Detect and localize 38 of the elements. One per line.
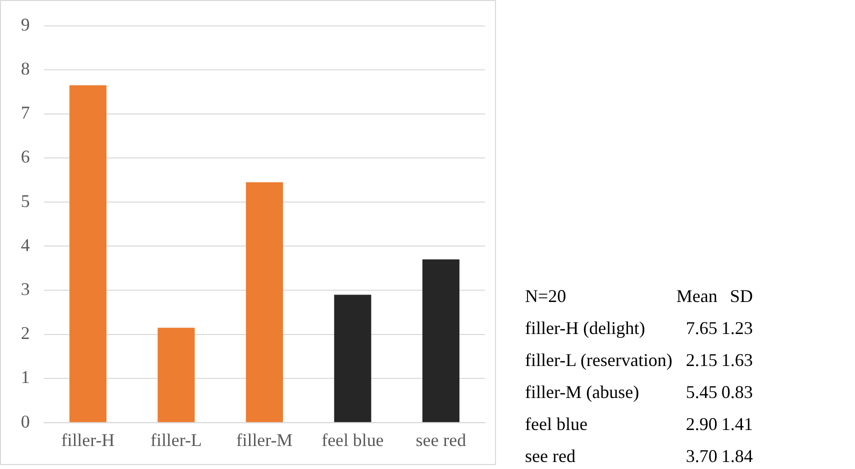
text: 2.15 [684, 348, 718, 372]
text: feel blue [525, 412, 588, 436]
y-tick-label: 5 [20, 190, 30, 211]
y-tick-label: 6 [20, 146, 30, 167]
text: see red [525, 444, 576, 468]
x-tick-label: feel blue [322, 430, 384, 450]
text: 2.90 [684, 412, 718, 436]
text: 1.41 [721, 412, 754, 436]
text: filler-M (abuse) [525, 380, 640, 404]
text: 1.63 [721, 348, 754, 372]
text: N=20 [525, 284, 568, 308]
y-tick-label: 3 [20, 279, 30, 299]
y-tick-label: 8 [20, 58, 30, 79]
text: 1.84 [721, 444, 754, 468]
text: Mean [676, 284, 718, 308]
y-tick-label: 7 [20, 102, 30, 123]
x-tick-label: see red [416, 430, 466, 450]
text: 7.65 [684, 316, 718, 340]
bar [334, 294, 372, 422]
text: SD [728, 284, 754, 308]
bar [422, 259, 460, 422]
bar [158, 328, 195, 422]
x-tick-label: filler-M [236, 430, 293, 450]
x-tick-label: filler-H [61, 430, 115, 450]
text: 0.83 [721, 380, 754, 404]
y-tick-label: 0 [20, 411, 30, 432]
text: filler-H (delight) [525, 316, 646, 340]
bar [246, 182, 283, 422]
text: 3.70 [684, 444, 718, 468]
text: filler-L (reservation) [525, 348, 674, 372]
text: 1.23 [721, 316, 754, 340]
y-tick-label: 9 [20, 14, 30, 34]
bar [69, 85, 106, 422]
y-tick-label: 4 [20, 234, 30, 255]
text: 5.45 [684, 380, 718, 404]
y-tick-label: 1 [20, 367, 30, 388]
x-tick-label: filler-L [150, 430, 202, 450]
y-tick-label: 2 [20, 323, 30, 344]
